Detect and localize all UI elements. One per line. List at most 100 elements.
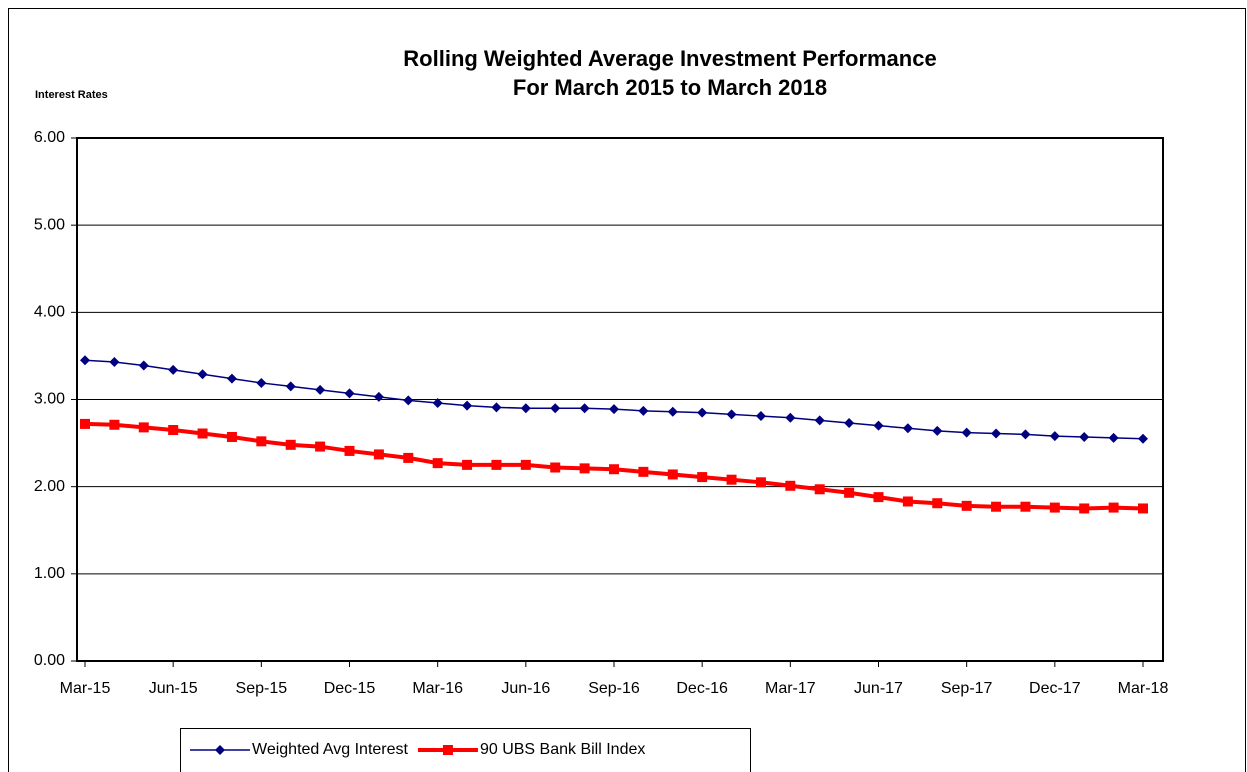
marker — [785, 480, 796, 491]
marker — [373, 449, 384, 460]
marker — [109, 357, 120, 368]
y-tick-label: 0.00 — [34, 652, 65, 669]
marker — [226, 373, 237, 384]
marker — [168, 364, 179, 375]
y-tick-label: 3.00 — [34, 391, 65, 408]
marker — [403, 452, 414, 463]
marker — [991, 428, 1002, 439]
y-tick-label: 5.00 — [34, 216, 65, 233]
legend-label: 90 UBS Bank Bill Index — [480, 741, 645, 758]
marker — [226, 431, 237, 442]
marker — [1108, 502, 1119, 513]
marker — [520, 459, 531, 470]
marker — [726, 474, 737, 485]
marker — [109, 419, 120, 430]
marker — [256, 436, 267, 447]
marker — [667, 406, 678, 417]
legend-label: Weighted Avg Interest — [252, 741, 409, 758]
marker — [138, 422, 149, 433]
marker — [344, 445, 355, 456]
marker — [285, 381, 296, 392]
series — [80, 355, 1148, 444]
marker — [373, 391, 384, 402]
marker — [638, 466, 649, 477]
marker — [609, 464, 619, 475]
marker — [462, 459, 473, 470]
marker — [550, 462, 561, 473]
x-tick-label: Sep-15 — [236, 680, 288, 697]
marker — [315, 441, 326, 452]
marker — [961, 500, 972, 511]
marker — [667, 469, 678, 480]
marker — [697, 407, 708, 418]
y-tick-label: 6.00 — [34, 129, 65, 146]
marker — [1049, 431, 1060, 442]
marker — [138, 360, 149, 371]
marker — [1079, 503, 1090, 514]
marker — [550, 403, 561, 414]
marker — [609, 404, 619, 415]
chart-title: Rolling Weighted Average Investment Perf… — [403, 46, 936, 71]
plot-area — [76, 137, 1164, 662]
chart-frame — [8, 8, 1246, 772]
x-tick-label: Mar-15 — [60, 680, 111, 697]
y-tick-label: 1.00 — [34, 565, 65, 582]
marker — [520, 403, 531, 414]
marker — [80, 355, 90, 366]
series — [80, 418, 1148, 514]
marker — [844, 487, 855, 498]
x-tick-label: Dec-17 — [1029, 680, 1081, 697]
marker — [579, 463, 590, 474]
marker — [442, 745, 453, 755]
marker — [315, 384, 326, 395]
marker — [432, 458, 443, 469]
marker — [785, 412, 796, 423]
marker — [991, 501, 1002, 512]
marker — [579, 403, 590, 414]
x-tick-label: Sep-17 — [941, 680, 993, 697]
marker — [932, 425, 943, 436]
x-tick-label: Dec-16 — [676, 680, 728, 697]
marker — [697, 472, 708, 483]
marker — [755, 477, 766, 488]
marker — [403, 395, 414, 406]
x-tick-label: Dec-15 — [324, 680, 376, 697]
marker — [1020, 501, 1031, 512]
x-tick-label: Mar-17 — [765, 680, 816, 697]
marker — [215, 745, 225, 755]
marker — [814, 415, 825, 426]
marker — [168, 425, 179, 436]
marker — [344, 388, 355, 399]
marker — [462, 400, 473, 411]
y-tick-label: 4.00 — [34, 304, 65, 321]
marker — [961, 427, 972, 438]
marker — [873, 492, 884, 503]
marker — [755, 411, 766, 422]
marker — [285, 439, 296, 450]
marker — [844, 418, 855, 429]
x-tick-label: Sep-16 — [588, 680, 640, 697]
marker — [432, 397, 443, 408]
x-tick-label: Jun-15 — [149, 680, 198, 697]
marker — [1138, 433, 1148, 444]
marker — [1108, 432, 1119, 443]
marker — [932, 498, 943, 509]
marker — [902, 423, 913, 434]
x-tick-label: Mar-16 — [412, 680, 463, 697]
x-tick-label: Jun-17 — [854, 680, 903, 697]
marker — [814, 484, 825, 495]
marker — [197, 428, 208, 439]
marker — [491, 402, 502, 413]
y-axis-label: Interest Rates — [35, 89, 108, 101]
marker — [902, 496, 913, 507]
marker — [1020, 429, 1031, 440]
marker — [491, 459, 502, 470]
marker — [1079, 431, 1090, 442]
marker — [80, 418, 90, 429]
x-tick-label: Mar-18 — [1118, 680, 1169, 697]
marker — [638, 405, 649, 416]
chart-subtitle: For March 2015 to March 2018 — [513, 75, 827, 100]
marker — [1049, 502, 1060, 513]
marker — [256, 377, 267, 388]
